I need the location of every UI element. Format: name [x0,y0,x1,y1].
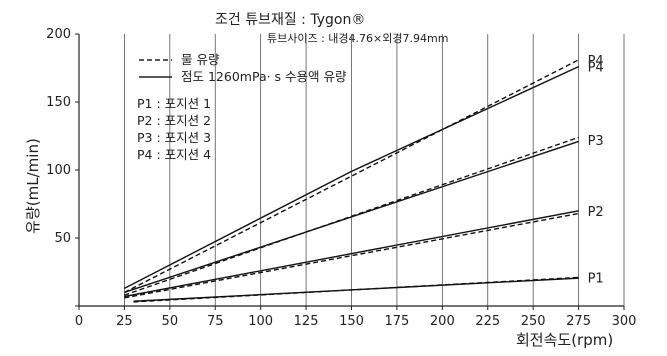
end-label-p4: P4 [588,61,604,76]
x-tick-label: 25 [116,314,133,329]
y-tick-label: 200 [46,27,71,42]
x-tick-label: 150 [339,314,364,329]
x-tick-label: 300 [612,314,637,329]
x-tick-label: 50 [162,314,179,329]
y-tick-label: 150 [46,95,71,110]
position-note-3: P3 : 포지션 3 [137,130,211,145]
legend-label-viscous: 점도 1260mPa· s 수용액 유량 [181,69,347,84]
x-tick-label: 275 [566,314,591,329]
x-tick-label: 125 [294,314,319,329]
axes: 0 25 50 75 100 125 150 175 200 225 250 275 300 50 100 1… [46,27,636,329]
x-tick-label: 250 [521,314,546,329]
series-line-p4-dashed [124,59,579,294]
series-line-p4-solid [124,66,579,289]
x-tick-label: 200 [430,314,455,329]
series-line-p1-solid [133,277,579,302]
position-notes: P1 : 포지션 1 P2 : 포지션 2 P3 : 포지션 3 P4 : 포지… [137,96,211,162]
x-tick-label: 75 [207,314,224,329]
legend: 물 유량 점도 1260mPa· s 수용액 유량 [139,52,347,84]
x-axis-label: 회전속도(rpm) [516,331,613,349]
position-note-1: P1 : 포지션 1 [137,96,211,111]
end-label-p4: P4 [588,54,604,69]
y-axis-label: 유량(mL/min) [24,138,42,234]
y-tick-label: 100 [46,163,71,178]
series-group [124,59,579,303]
chart-subtitle: 튜브사이즈 : 내경4.76×외경7.94mm [267,32,448,45]
y-tick-label: 50 [54,231,71,246]
legend-label-water: 물 유량 [181,52,220,67]
end-label-p1: P1 [588,271,604,286]
end-label-p2: P2 [588,205,604,220]
position-note-2: P2 : 포지션 2 [137,113,211,128]
position-note-4: P4 : 포지션 4 [137,147,211,162]
x-tick-label: 225 [475,314,500,329]
series-line-p2-dashed [124,212,579,299]
grid [124,34,625,306]
series-line-p2-solid [124,210,579,298]
series-line-p3-solid [124,140,579,294]
x-tick-label: 175 [385,314,410,329]
x-tick-label: 100 [248,314,273,329]
end-label-p3: P3 [588,134,604,149]
chart-title: 조건 튜브재질 : Tygon® [215,12,365,28]
x-tick-label: 0 [75,314,83,329]
